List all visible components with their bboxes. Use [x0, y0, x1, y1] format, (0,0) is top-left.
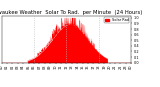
Title: Milwaukee Weather  Solar To Rad.  per Minute  (24 Hours): Milwaukee Weather Solar To Rad. per Minu… — [0, 10, 143, 15]
Legend: Solar Rad: Solar Rad — [104, 17, 129, 23]
